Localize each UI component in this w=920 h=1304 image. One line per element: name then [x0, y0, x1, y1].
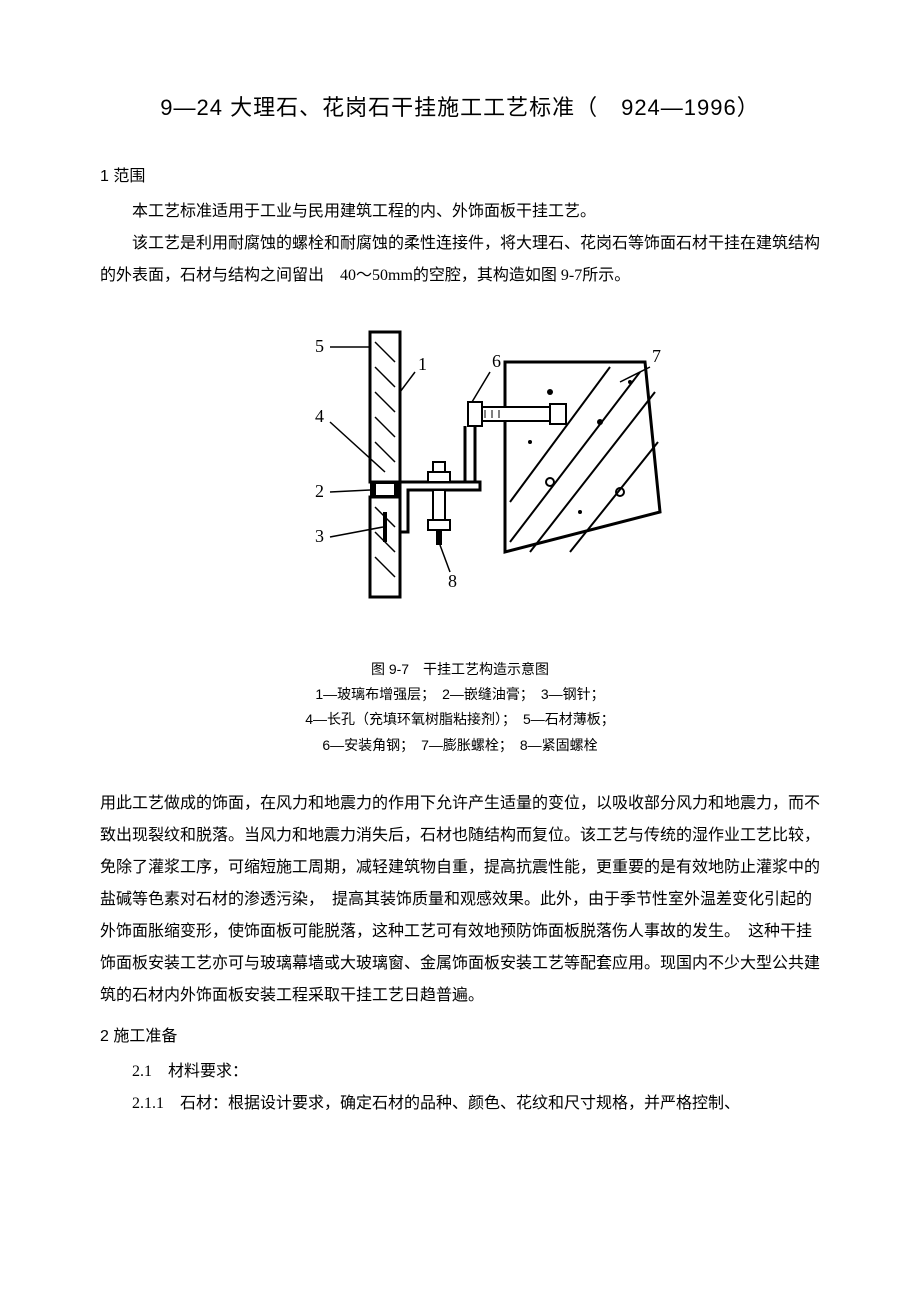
callout-3: 3: [315, 526, 324, 546]
item-2-1-1: 2.1.1 石材：根据设计要求，确定石材的品种、颜色、花纹和尺寸规格，并严格控制…: [100, 1088, 820, 1120]
callout-2: 2: [315, 481, 324, 501]
callout-7: 7: [652, 346, 661, 366]
callout-4: 4: [315, 406, 324, 426]
section1-p1: 本工艺标准适用于工业与民用建筑工程的内、外饰面板干挂工艺。: [100, 196, 820, 228]
body-after-figure: 用此工艺做成的饰面，在风力和地震力的作用下允许产生适量的变位，以吸收部分风力和地…: [100, 788, 820, 1012]
figure-legend-2: 4—长孔（充填环氧树脂粘接剂）； 5—石材薄板；: [100, 707, 820, 732]
dry-hang-diagram-icon: 5 4 2 3 1 6 7 8: [250, 312, 670, 622]
callout-5: 5: [315, 336, 324, 356]
figure-9-7: 5 4 2 3 1 6 7 8 图 9-7 干挂工艺构造示意图 1—玻璃布: [100, 312, 820, 758]
page: 9—24 大理石、花岗石干挂施工工艺标准（ 924—1996） 1 范围 本工艺…: [0, 0, 920, 1304]
callout-6: 6: [492, 351, 501, 371]
item-2-1: 2.1 材料要求：: [100, 1056, 820, 1088]
figure-legend-1: 1—玻璃布增强层； 2—嵌缝油膏； 3—钢针；: [100, 682, 820, 707]
callout-1: 1: [418, 354, 427, 374]
figure-label: 图 9-7 干挂工艺构造示意图: [100, 657, 820, 682]
section2-heading: 2 施工准备: [100, 1022, 820, 1046]
section1-heading: 1 范围: [100, 162, 820, 186]
section1-p2: 该工艺是利用耐腐蚀的螺栓和耐腐蚀的柔性连接件，将大理石、花岗石等饰面石材干挂在建…: [100, 228, 820, 292]
figure-legend-3: 6—安装角钢； 7—膨胀螺栓； 8—紧固螺栓: [100, 733, 820, 758]
callout-8: 8: [448, 571, 457, 591]
page-title: 9—24 大理石、花岗石干挂施工工艺标准（ 924—1996）: [100, 90, 820, 122]
figure-caption: 图 9-7 干挂工艺构造示意图 1—玻璃布增强层； 2—嵌缝油膏； 3—钢针； …: [100, 657, 820, 758]
